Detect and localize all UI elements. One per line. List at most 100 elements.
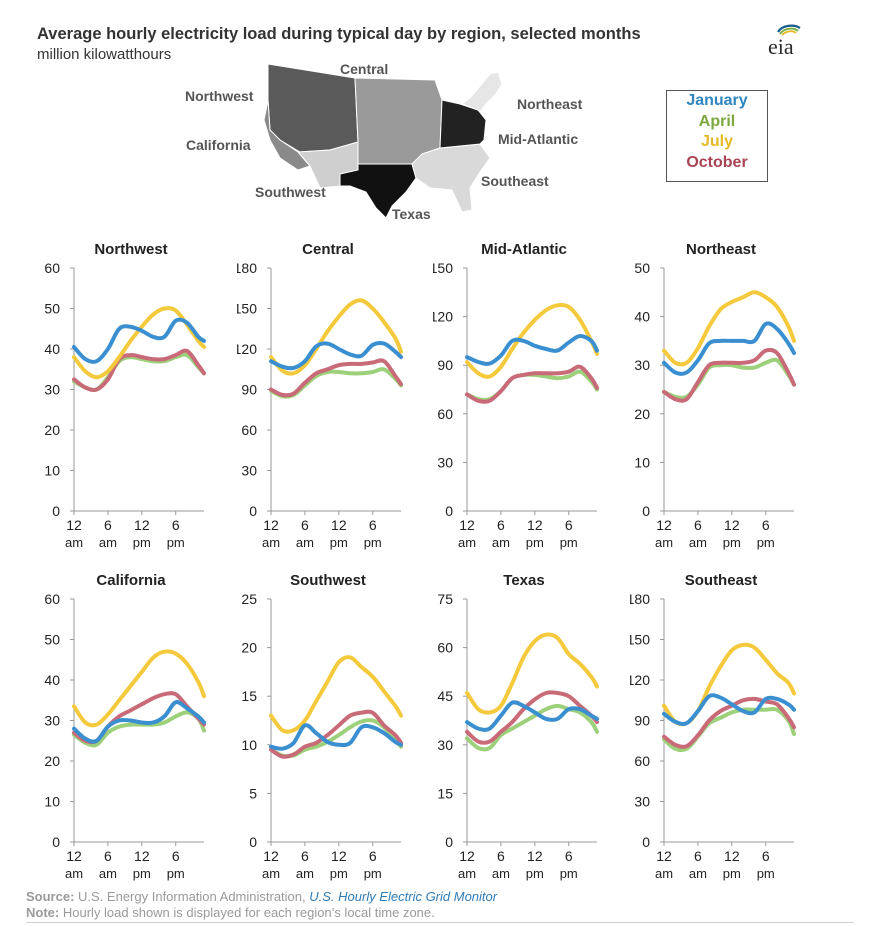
chart-title-southwest: Southwest xyxy=(290,572,366,589)
chart-california: California 0 10 20 30 40 50 60 12 am 6 am 12 pm 6 pm xyxy=(44,572,206,881)
x-tick-sublabel: am xyxy=(492,866,510,881)
chart-northwest: Northwest 0 10 20 30 40 50 60 12 am 6 am 12 pm 6 pm xyxy=(44,241,206,550)
map-label-central: Central xyxy=(340,61,388,77)
map-label-southeast: Southeast xyxy=(481,173,549,189)
legend: January April July October xyxy=(666,90,768,182)
y-tick-label: 60 xyxy=(634,753,650,769)
y-tick-label: 30 xyxy=(44,382,60,398)
y-tick-label: 20 xyxy=(44,753,60,769)
y-tick-label: 25 xyxy=(241,591,257,607)
x-tick-label: 12 xyxy=(263,517,279,533)
y-tick-label: 30 xyxy=(44,713,60,729)
y-tick-label: 10 xyxy=(44,463,60,479)
x-tick-label: 6 xyxy=(762,517,770,533)
y-tick-label: 0 xyxy=(52,503,60,519)
map-label-california: California xyxy=(186,137,251,153)
x-tick-label: 12 xyxy=(134,517,150,533)
y-tick-label: 15 xyxy=(437,785,453,801)
series-line-october-southwest xyxy=(269,709,403,759)
x-tick-label: 6 xyxy=(694,517,702,533)
series-line-october-central xyxy=(269,358,403,398)
x-tick-label: 6 xyxy=(369,848,377,864)
x-tick-label: 12 xyxy=(527,517,543,533)
legend-item-april: April xyxy=(698,112,736,130)
source-text: U.S. Energy Information Administration, xyxy=(78,889,306,904)
y-tick-label: 90 xyxy=(241,382,257,398)
source-link[interactable]: U.S. Hourly Electric Grid Monitor xyxy=(309,889,498,904)
note-text: Hourly load shown is displayed for each … xyxy=(62,905,435,920)
series-line-october-california xyxy=(72,691,206,745)
series-line-january-southwest xyxy=(269,723,403,751)
y-tick-label: 10 xyxy=(44,794,60,810)
x-tick-label: 12 xyxy=(459,848,475,864)
x-tick-sublabel: am xyxy=(262,866,280,881)
x-tick-sublabel: pm xyxy=(757,866,775,881)
x-tick-label: 12 xyxy=(656,848,672,864)
y-tick-label: 60 xyxy=(437,406,453,422)
x-tick-sublabel: am xyxy=(99,866,117,881)
y-tick-label: 50 xyxy=(634,260,650,276)
x-tick-sublabel: pm xyxy=(364,535,382,550)
x-tick-label: 12 xyxy=(459,517,475,533)
chart-title-california: California xyxy=(96,572,166,589)
map-region-california xyxy=(263,99,311,171)
chart-title-mid-atlantic: Mid-Atlantic xyxy=(481,241,567,258)
map-region-southeast xyxy=(411,143,491,213)
region-map: Central Northwest Northeast California M… xyxy=(185,61,583,222)
y-tick-label: 60 xyxy=(437,640,453,656)
y-tick-label: 120 xyxy=(433,309,453,325)
x-tick-label: 12 xyxy=(134,848,150,864)
x-tick-label: 12 xyxy=(331,517,347,533)
x-tick-label: 6 xyxy=(301,517,309,533)
series-line-october-mid-atlantic xyxy=(465,364,599,404)
x-tick-label: 6 xyxy=(369,517,377,533)
source-line: Source: U.S. Energy Information Administ… xyxy=(26,889,497,904)
legend-item-october: October xyxy=(686,153,748,171)
chart-northeast: Northeast 0 10 20 30 40 50 12 am 6 am 12 pm 6 pm xyxy=(634,241,796,550)
series-line-july-central xyxy=(269,298,403,376)
x-tick-sublabel: pm xyxy=(133,866,151,881)
map-region-mid-atlantic xyxy=(439,99,487,149)
y-tick-label: 15 xyxy=(241,688,257,704)
chart-title-northwest: Northwest xyxy=(94,241,167,258)
x-tick-sublabel: am xyxy=(65,866,83,881)
chart-panel-northeast: Northeast 0 10 20 30 40 50 12 am 6 am 12 pm 6 pm xyxy=(630,238,826,558)
x-tick-label: 12 xyxy=(66,517,82,533)
x-tick-label: 12 xyxy=(656,517,672,533)
chart-panel-southwest: Southwest 0 5 10 15 20 25 12 am 6 am 12 pm 6 pm xyxy=(237,569,433,889)
series-line-april-southeast xyxy=(662,706,796,753)
y-tick-label: 40 xyxy=(44,341,60,357)
x-tick-sublabel: am xyxy=(689,866,707,881)
y-tick-label: 50 xyxy=(44,632,60,648)
x-tick-label: 6 xyxy=(565,517,573,533)
series-line-october-texas xyxy=(465,690,599,745)
x-tick-sublabel: am xyxy=(689,535,707,550)
y-tick-label: 30 xyxy=(437,737,453,753)
y-tick-label: 0 xyxy=(249,503,257,519)
x-tick-sublabel: am xyxy=(296,535,314,550)
series-line-january-texas xyxy=(465,700,599,732)
y-tick-label: 30 xyxy=(634,794,650,810)
y-tick-label: 60 xyxy=(241,422,257,438)
y-tick-label: 30 xyxy=(241,463,257,479)
x-tick-label: 6 xyxy=(694,848,702,864)
x-tick-label: 12 xyxy=(724,848,740,864)
y-tick-label: 150 xyxy=(237,301,257,317)
x-tick-sublabel: pm xyxy=(723,866,741,881)
series-line-july-northwest xyxy=(72,306,206,380)
chart-panel-california: California 0 10 20 30 40 50 60 12 am 6 am 12 pm 6 pm xyxy=(40,569,236,889)
x-tick-label: 12 xyxy=(331,848,347,864)
chart-panel-central: Central 0 30 60 90 120 150 180 12 am 6 am 12 pm 6 pm xyxy=(237,238,433,558)
eia-logo: eia xyxy=(768,24,801,59)
x-tick-sublabel: am xyxy=(655,535,673,550)
map-label-southwest: Southwest xyxy=(255,184,326,200)
x-tick-sublabel: pm xyxy=(364,866,382,881)
x-tick-label: 6 xyxy=(762,848,770,864)
chart-title-texas: Texas xyxy=(503,572,544,589)
y-tick-label: 30 xyxy=(437,454,453,470)
x-tick-sublabel: pm xyxy=(330,866,348,881)
note-label: Note: xyxy=(26,905,60,920)
x-tick-sublabel: am xyxy=(458,866,476,881)
x-tick-sublabel: pm xyxy=(133,535,151,550)
footer-divider xyxy=(26,922,854,923)
